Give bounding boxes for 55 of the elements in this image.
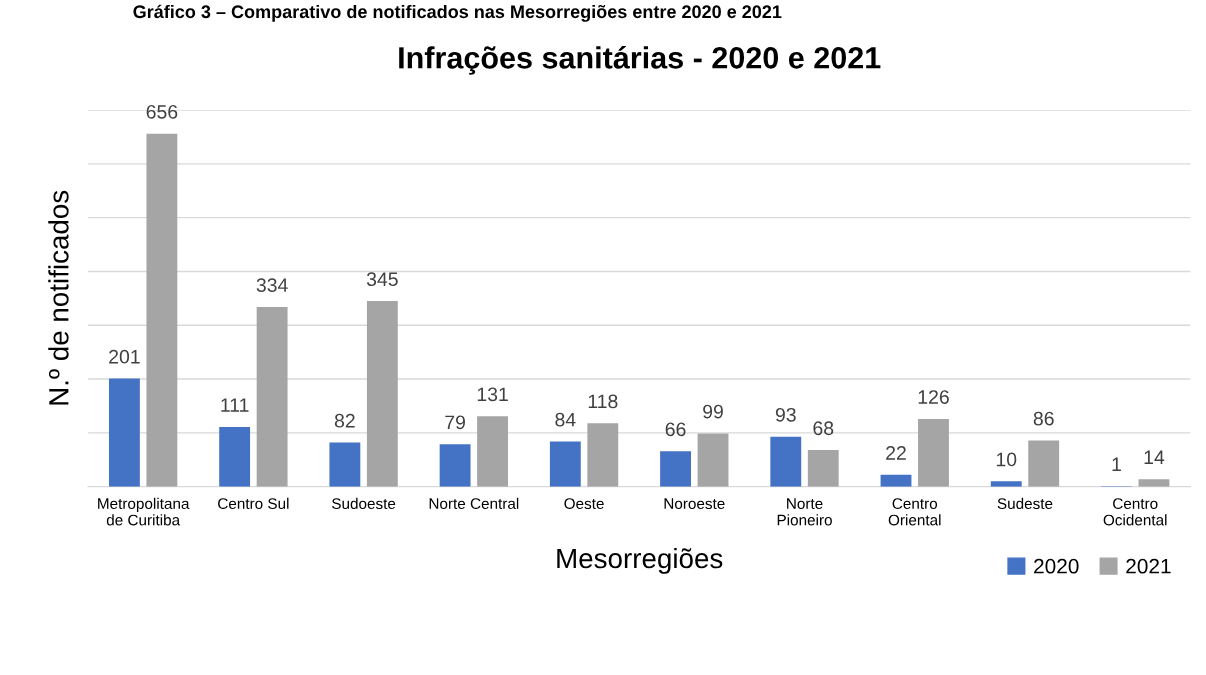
data-label: 334 (256, 278, 288, 292)
bar (918, 418, 949, 487)
bar (439, 444, 471, 487)
bar (366, 301, 398, 487)
data-label: 126 (918, 390, 949, 404)
bar (146, 133, 178, 487)
data-label: 86 (1033, 411, 1054, 426)
chart-title: Infrações sanitárias - 2020 e 2021 (399, 45, 881, 75)
bar (880, 474, 912, 487)
text: Gráfico 3 – Comparativo de notificados nas Mesorregiões entre 2020 e 2021 (133, 4, 782, 22)
bar (770, 436, 802, 487)
bar (477, 416, 509, 487)
x-tick-label: Centro Ocidental (1103, 498, 1167, 526)
x-tick-label: Oeste (564, 498, 604, 510)
bar (219, 426, 251, 487)
y-axis-title: N.º de notificados (48, 190, 69, 405)
data-label: 118 (588, 394, 618, 409)
data-label: 68 (813, 421, 834, 436)
legend-label: 2021 (1126, 558, 1171, 574)
data-label: 345 (366, 272, 398, 287)
bar (990, 481, 1022, 487)
x-tick-label: Norte Pioneiro (777, 498, 832, 526)
x-axis-title: Mesorregiões (557, 547, 723, 574)
data-label: 1 (1112, 457, 1121, 471)
x-tick-label: Norte Central (429, 497, 519, 510)
data-label: 79 (445, 415, 465, 430)
x-tick-label: Metropolitana de Curitiba (98, 497, 190, 526)
data-label: 131 (477, 387, 508, 402)
x-tick-label: Sudoeste (332, 497, 396, 510)
x-tick-label: Noroeste (664, 498, 725, 510)
bar (1028, 440, 1060, 487)
data-label: 66 (665, 422, 686, 437)
data-label: 111 (221, 398, 249, 412)
x-tick-label: Centro Sul (218, 497, 289, 510)
bar (329, 442, 361, 487)
bar (697, 433, 729, 487)
data-label: 14 (1144, 450, 1165, 464)
data-label: 22 (886, 446, 906, 460)
bar (108, 378, 140, 487)
data-label: 99 (703, 404, 723, 419)
data-label: 84 (555, 412, 576, 427)
bar (807, 450, 839, 487)
x-tick-label: Sudeste (997, 497, 1053, 510)
legend-label: 2020 (1034, 558, 1079, 574)
data-label: 82 (334, 413, 355, 428)
bar (256, 306, 288, 487)
bar (660, 451, 691, 487)
bar (549, 441, 581, 487)
bar (1138, 479, 1170, 487)
data-label: 201 (109, 349, 140, 364)
x-tick-label: Centro Oriental (888, 498, 941, 526)
data-label: 10 (996, 452, 1017, 467)
data-label: 93 (775, 407, 796, 422)
data-label: 656 (146, 104, 178, 119)
bar (587, 423, 619, 487)
